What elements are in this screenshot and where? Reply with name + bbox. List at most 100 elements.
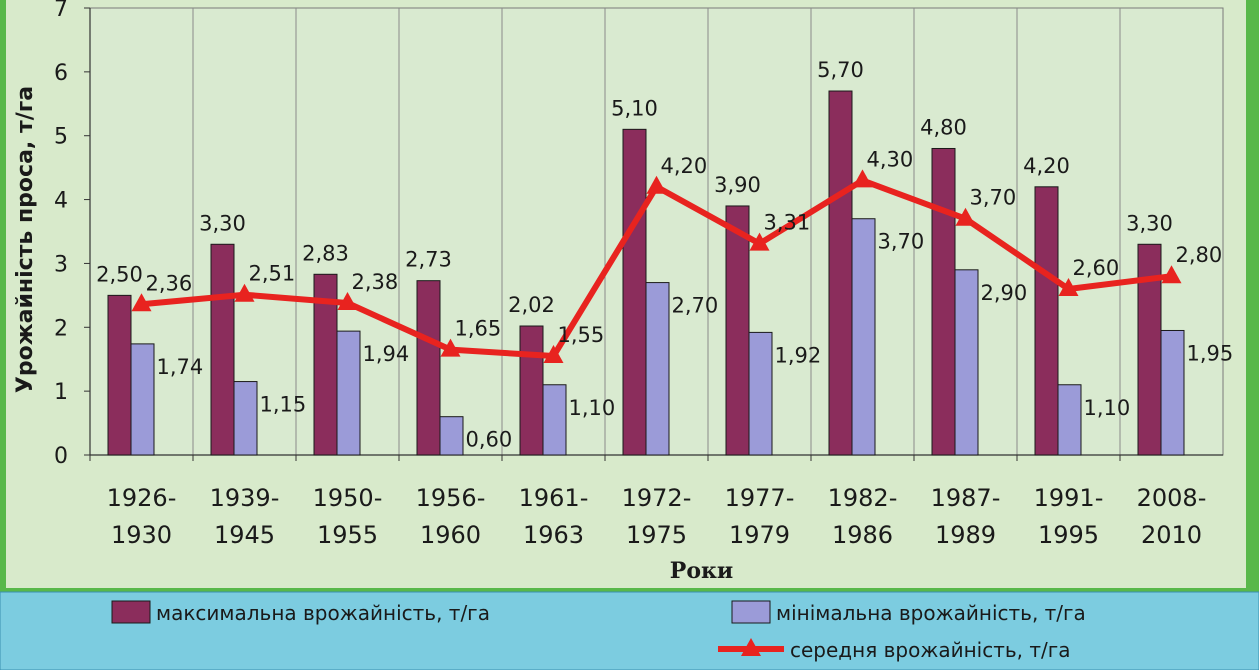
data-label-min: 1,10 (569, 396, 616, 420)
y-axis-title: Урожайність проса, т/га (13, 86, 38, 393)
average-marker (955, 207, 976, 226)
y-tick-label: 6 (54, 61, 68, 86)
data-label-max: 5,10 (611, 96, 658, 120)
data-label-min: 2,70 (672, 294, 719, 318)
legend-label-min: мінімальна врожайність, т/га (776, 601, 1086, 625)
y-tick-label: 0 (54, 444, 68, 469)
data-label-max: 4,20 (1023, 154, 1070, 178)
average-marker (337, 292, 358, 311)
legend-marker-avg (741, 638, 761, 656)
x-tick-label: 1956- (416, 484, 486, 512)
data-label-min: 1,92 (775, 343, 822, 367)
data-label-max: 5,70 (817, 58, 864, 82)
y-tick-label: 3 (54, 252, 68, 277)
data-label-min: 3,70 (878, 230, 925, 254)
bar-max (725, 205, 750, 456)
x-tick-label: 1961- (519, 484, 589, 512)
x-tick-label: 1955 (317, 521, 378, 549)
bar-max (416, 280, 441, 456)
bar-min (233, 381, 258, 456)
x-tick-label: 2008- (1137, 484, 1207, 512)
y-tick-label: 2 (54, 316, 68, 341)
data-label-min: 1,15 (260, 393, 307, 417)
x-tick-label: 1972- (622, 484, 692, 512)
legend-swatch-max (111, 600, 151, 624)
data-label-avg: 4,30 (867, 147, 914, 171)
x-tick-label: 1977- (725, 484, 795, 512)
data-label-max: 4,80 (920, 115, 967, 139)
bar-min (1160, 329, 1185, 456)
data-label-avg: 2,38 (352, 270, 399, 294)
x-tick-label: 1960 (420, 521, 481, 549)
legend-panel (0, 591, 1259, 670)
y-tick-label: 4 (54, 189, 68, 214)
data-label-max: 3,90 (714, 173, 761, 197)
bar-min (954, 269, 979, 456)
data-label-min: 1,10 (1084, 396, 1131, 420)
x-tick-label: 1982- (828, 484, 898, 512)
x-tick-label: 1945 (214, 521, 275, 549)
x-tick-label: 1987- (931, 484, 1001, 512)
bar-max (1034, 186, 1059, 456)
average-marker (749, 232, 770, 251)
x-tick-label: 1950- (313, 484, 383, 512)
average-marker (852, 169, 873, 188)
data-label-avg: 2,80 (1176, 243, 1223, 267)
x-tick-label: 1995 (1038, 521, 1099, 549)
bar-max (107, 294, 132, 456)
data-label-min: 1,74 (157, 355, 204, 379)
data-label-max: 3,30 (199, 211, 246, 235)
bar-min (1057, 384, 1082, 456)
bar-min (851, 218, 876, 456)
data-label-avg: 2,36 (146, 271, 193, 295)
data-label-avg: 3,31 (764, 211, 811, 235)
data-label-avg: 1,65 (455, 317, 502, 341)
x-tick-label: 1991- (1034, 484, 1104, 512)
x-tick-label: 1939- (210, 484, 280, 512)
data-label-max: 3,30 (1126, 211, 1173, 235)
legend-label-avg: середня врожайність, т/га (790, 638, 1071, 662)
bar-max (931, 147, 956, 456)
average-marker (234, 283, 255, 302)
bar-max (622, 128, 647, 456)
data-label-min: 0,60 (466, 428, 513, 452)
x-tick-label: 2010 (1141, 521, 1202, 549)
bar-max (519, 325, 544, 456)
x-tick-label: 1975 (626, 521, 687, 549)
bar-min (439, 416, 464, 456)
bar-min (542, 384, 567, 456)
y-tick-label: 7 (54, 0, 68, 22)
data-label-avg: 3,70 (970, 186, 1017, 210)
bar-min (336, 330, 361, 456)
average-marker (1058, 277, 1079, 296)
x-axis-title: Роки (670, 558, 733, 584)
x-tick-label: 1930 (111, 521, 172, 549)
x-tick-label: 1963 (523, 521, 584, 549)
bar-max (828, 90, 853, 456)
bar-min (748, 331, 773, 456)
data-label-max: 2,73 (405, 248, 452, 272)
average-marker (440, 338, 461, 357)
data-label-avg: 2,60 (1073, 256, 1120, 280)
data-label-min: 1,95 (1187, 341, 1234, 365)
data-label-min: 1,94 (363, 342, 410, 366)
x-tick-label: 1989 (935, 521, 996, 549)
legend-label-max: максимальна врожайність, т/га (156, 601, 490, 625)
legend-swatch-min (731, 600, 771, 624)
data-label-avg: 2,51 (249, 262, 296, 286)
bar-min (645, 282, 670, 456)
average-marker (1161, 265, 1182, 284)
data-label-min: 2,90 (981, 281, 1028, 305)
average-marker (543, 345, 564, 364)
data-label-avg: 4,20 (661, 154, 708, 178)
data-label-max: 2,50 (96, 262, 143, 286)
x-tick-label: 1979 (729, 521, 790, 549)
bar-max (210, 243, 235, 456)
average-marker (646, 175, 667, 194)
data-label-max: 2,83 (302, 241, 349, 265)
average-marker (131, 293, 152, 312)
y-tick-label: 5 (54, 125, 68, 150)
y-tick-label: 1 (54, 380, 68, 405)
